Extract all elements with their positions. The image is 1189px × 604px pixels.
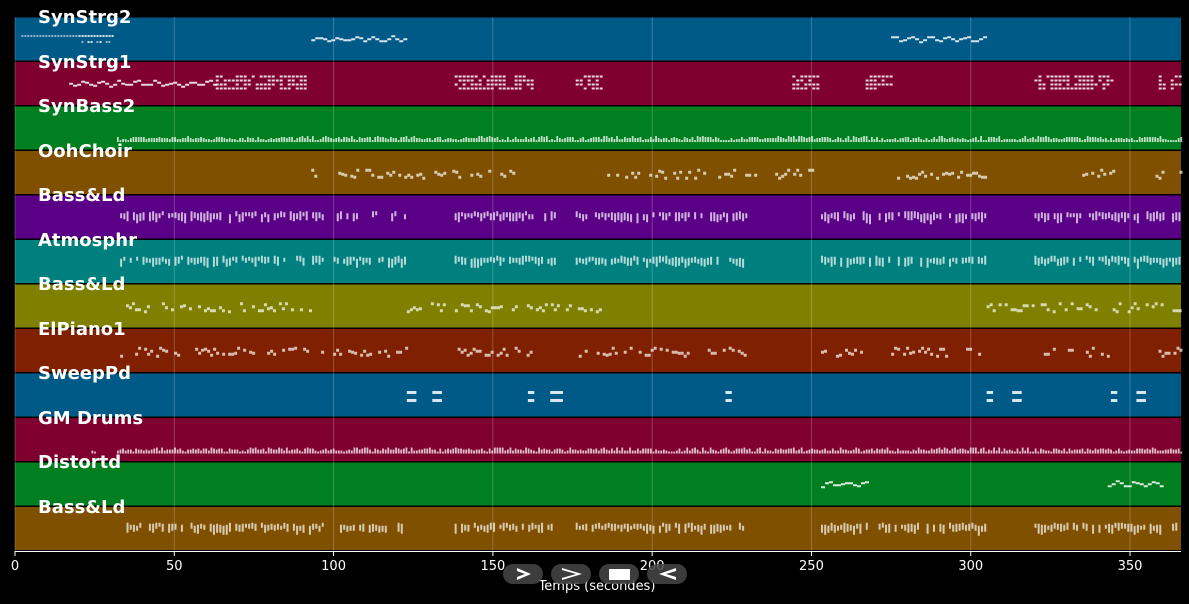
track-label-1: SynStrg2 — [38, 7, 132, 28]
track-notes-3 — [116, 136, 1183, 143]
track-label-10: GM Drums — [38, 407, 144, 429]
track-notes-10 — [91, 447, 1183, 454]
x-tick-label: 50 — [166, 559, 183, 574]
forward-button[interactable] — [551, 564, 591, 584]
track-notes-11 — [821, 480, 1164, 489]
x-tick-label: 150 — [480, 559, 506, 574]
track-label-5: Bass&Ld — [38, 185, 126, 206]
track-band-8 — [15, 329, 1181, 372]
x-tick-label: 300 — [958, 559, 984, 574]
track-band-5 — [15, 195, 1181, 239]
track-label-11: Distortd — [38, 452, 122, 473]
track-notes-12 — [126, 522, 1178, 536]
forward-icon — [562, 568, 582, 580]
track-band-11 — [15, 462, 1181, 506]
track-band-3 — [15, 106, 1181, 150]
track-label-9: SweepPd — [38, 363, 131, 384]
track-band-4 — [15, 151, 1181, 194]
track-band-10 — [15, 418, 1181, 461]
track-label-4: OohChoir — [38, 140, 132, 162]
x-tick-label: 250 — [799, 559, 824, 574]
track-notes-9 — [406, 391, 1146, 402]
track-notes-7 — [125, 302, 1182, 314]
track-label-7: Bass&Ld — [38, 274, 126, 295]
track-label-8: ElPiano1 — [38, 318, 126, 340]
track-label-3: SynBass2 — [38, 96, 136, 117]
play-icon — [517, 568, 531, 580]
track-band-6 — [15, 240, 1181, 283]
track-label-2: SynStrg1 — [38, 51, 132, 73]
track-band-12 — [15, 507, 1181, 550]
play-button[interactable] — [503, 564, 543, 584]
rewind-icon — [659, 568, 676, 580]
x-tick-label: 0 — [10, 559, 20, 574]
rewind-button[interactable] — [647, 564, 687, 584]
stop-button[interactable] — [599, 564, 639, 584]
track-notes-6 — [120, 255, 1181, 269]
track-notes-1 — [21, 35, 988, 44]
x-tick-label: 100 — [321, 559, 346, 574]
track-notes-2 — [69, 75, 1182, 90]
x-tick-label: 350 — [1117, 559, 1143, 574]
track-label-12: Bass&Ld — [38, 496, 126, 518]
track-label-6: Atmosphr — [38, 229, 137, 251]
track-band-1 — [15, 17, 1181, 61]
track-notes-5 — [120, 211, 1181, 225]
track-notes-4 — [311, 168, 1183, 180]
track-band-9 — [15, 373, 1181, 417]
track-notes-8 — [120, 346, 1183, 358]
stop-icon — [609, 569, 630, 580]
